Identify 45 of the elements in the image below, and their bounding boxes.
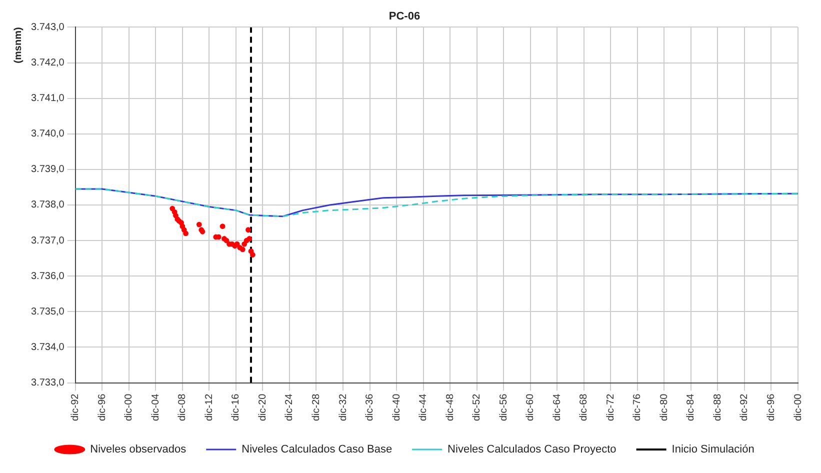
- x-tick-label: dic-36: [364, 393, 376, 422]
- y-tick-label: 3.735,0: [30, 306, 65, 318]
- y-tick-label: 3.742,0: [30, 58, 65, 69]
- x-tick-label: dic-84: [686, 393, 697, 422]
- x-tick-label: dic-44: [418, 393, 430, 422]
- y-tick-label: 3.734,0: [30, 342, 65, 353]
- legend-label: Niveles Calculados Caso Proyecto: [448, 444, 616, 456]
- x-tick-label: dic-00: [792, 393, 804, 422]
- x-tick-label: dic-64: [552, 393, 563, 422]
- chart-title: PC-06: [388, 10, 420, 23]
- x-tick-label: dic-48: [444, 393, 456, 422]
- x-tick-label: dic-56: [498, 393, 510, 422]
- x-tick-label: dic-40: [391, 393, 402, 422]
- y-tick-label: 3.739,0: [30, 164, 65, 176]
- y-tick-label: 3.740,0: [30, 128, 65, 140]
- x-tick-label: dic-32: [338, 393, 349, 422]
- x-tick-label: dic-08: [177, 393, 188, 422]
- x-tick-label: dic-24: [284, 393, 296, 422]
- x-tick-label: dic-60: [525, 393, 536, 422]
- x-tick-label: dic-92: [70, 393, 82, 422]
- x-tick-label: dic-28: [310, 393, 322, 422]
- legend-label: Inicio Simulación: [672, 444, 754, 456]
- x-tick-label: dic-20: [257, 393, 268, 422]
- y-tick-label: 3.743,0: [30, 22, 65, 33]
- x-tick-label: dic-12: [204, 393, 215, 422]
- y-tick-label: 3.733,0: [30, 378, 65, 389]
- y-tick-label: 3.741,0: [30, 93, 65, 104]
- y-tick-label: 3.737,0: [30, 235, 65, 246]
- y-tick-label: 3.738,0: [30, 200, 65, 211]
- x-tick-label: dic-16: [230, 393, 242, 422]
- legend-label: Niveles Calculados Caso Base: [242, 444, 392, 456]
- x-tick-label: dic-00: [124, 393, 135, 422]
- x-tick-label: dic-76: [632, 393, 644, 422]
- y-axis-title: (msnm): [12, 27, 24, 64]
- x-tick-label: dic-96: [96, 393, 108, 422]
- x-tick-label: dic-92: [739, 393, 750, 422]
- x-tick-label: dic-52: [472, 393, 483, 422]
- x-tick-label: dic-04: [150, 393, 162, 422]
- x-tick-label: dic-88: [712, 393, 724, 422]
- x-tick-label: dic-96: [766, 393, 777, 422]
- y-tick-label: 3.736,0: [30, 270, 65, 282]
- x-tick-label: dic-72: [605, 393, 616, 422]
- legend-label: Niveles observados: [90, 444, 187, 456]
- x-tick-label: dic-80: [658, 393, 670, 422]
- x-tick-label: dic-68: [578, 393, 590, 422]
